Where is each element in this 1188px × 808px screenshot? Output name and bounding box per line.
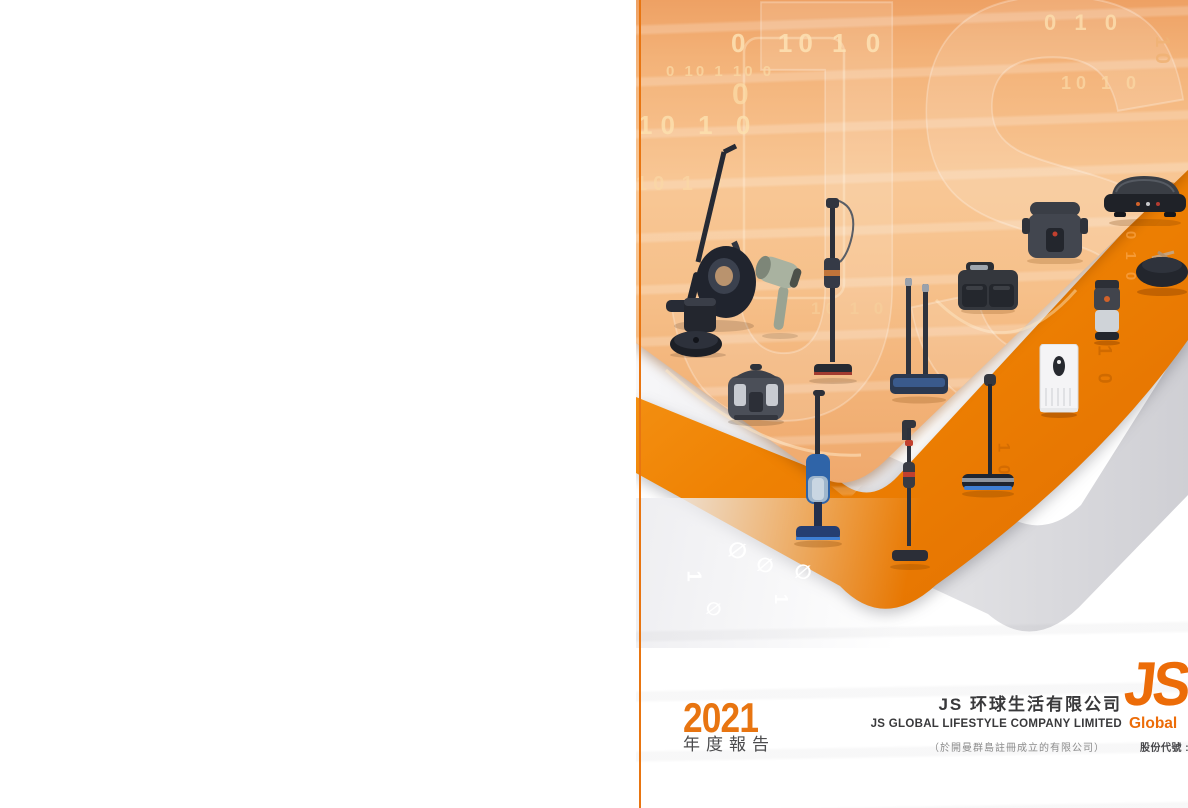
robot-vacuum-with-dock-image [668, 296, 728, 363]
report-year: 2021 [683, 694, 759, 741]
corded-stick-vacuum-image [806, 196, 860, 391]
circuit-arc-decoration [934, 289, 1078, 334]
binary-digits: 1 0 [1150, 36, 1173, 64]
binary-digits: 10 1 0 [638, 110, 759, 140]
smart-grill-image [1104, 174, 1186, 231]
circuit-outline-decoration [742, 36, 846, 300]
binary-digits: 10 1 0 [811, 299, 889, 318]
bottom-streaks [636, 600, 1188, 808]
twin-pole-vacuum-image [890, 278, 948, 409]
binary-digits: 0 [732, 78, 749, 111]
company-name-en: JS GLOBAL LIFESTYLE COMPANY LIMITED [870, 718, 1122, 730]
binary-digits: 0 1 0 [1044, 10, 1123, 35]
cordless-stick-vacuum-image [888, 420, 932, 575]
stock-code: 股份代號 : 1691 [1140, 743, 1188, 754]
company-name-zh: JS 环球生活有限公司 [938, 695, 1122, 714]
pale-gradient-field [636, 0, 1188, 483]
binary-digits: 1 [771, 593, 792, 605]
orange-chevron-band [636, 162, 1188, 609]
portable-purifier-image [1090, 280, 1124, 351]
binary-digits: 0 10 1 0 [731, 28, 887, 58]
js-global-logo-subtext: Global [1129, 715, 1178, 732]
circuit-arc-decoration [664, 368, 862, 457]
binary-digits: 0 10 1 10 0 [666, 63, 775, 80]
stick-vacuum-wide-head-image [960, 374, 1016, 503]
js-global-logo: JS [1121, 650, 1188, 719]
multi-cooker-image [722, 360, 790, 431]
annual-report-cover: JS 0 10 1 0 0 10 1 10 0 0 10 1 0 10 1 0 … [636, 0, 1188, 808]
robot-mop-pod-image [1134, 246, 1188, 301]
upright-vacuum-image [792, 390, 844, 553]
air-purifier-image [1038, 343, 1080, 423]
hair-dryer-image [754, 252, 806, 345]
pressure-cooker-image [1022, 202, 1088, 269]
incorporation-note: （於開曼群島註冊成立的有限公司） [929, 743, 1105, 754]
bottom-shade [636, 498, 946, 648]
binary-digits: 1 [682, 570, 705, 582]
dual-basket-air-fryer-image [958, 262, 1018, 319]
left-orange-rule [639, 0, 641, 808]
report-title-zh: 年度報告 [683, 735, 775, 754]
binary-digits: 10 1 0 [1061, 73, 1142, 93]
